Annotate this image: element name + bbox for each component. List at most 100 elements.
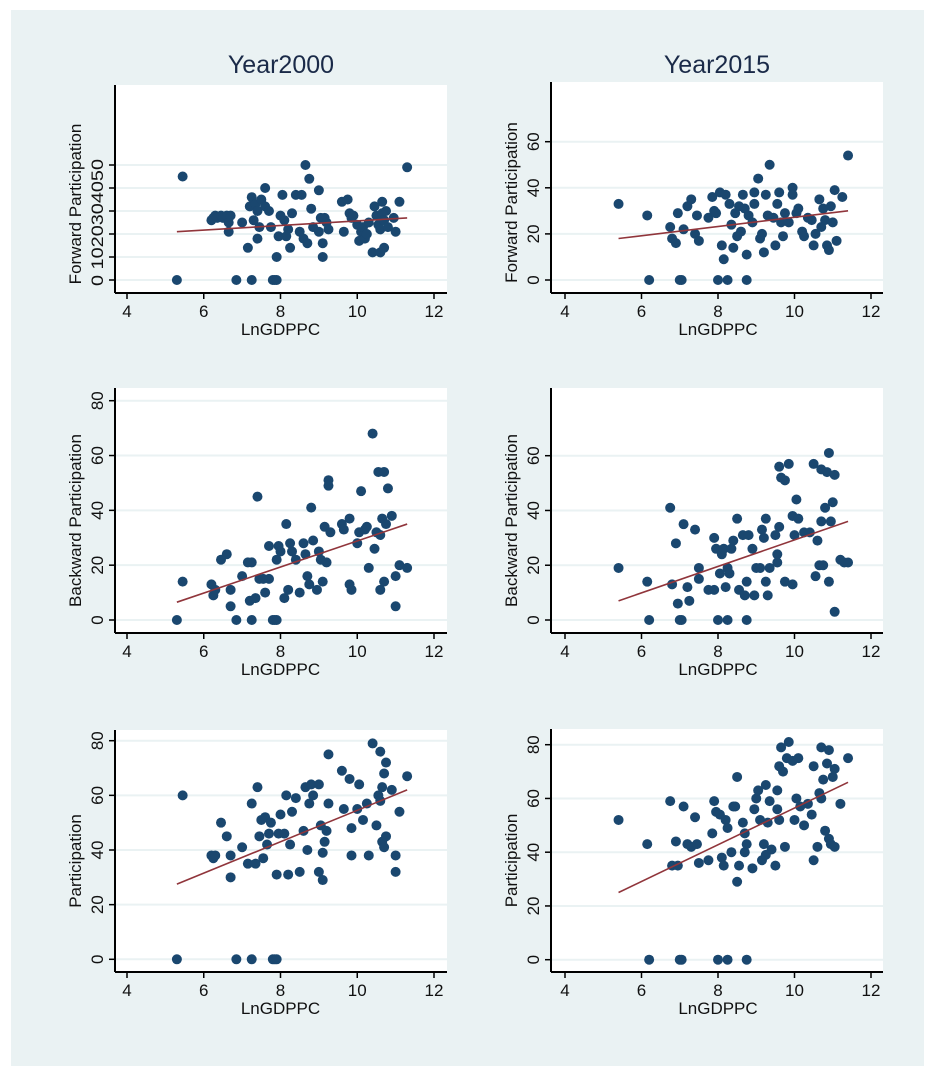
scatter-point	[221, 549, 232, 560]
scatter-point	[732, 513, 743, 524]
scatter-point	[756, 228, 767, 239]
scatter-point	[808, 240, 819, 251]
scatter-point	[367, 428, 378, 439]
scatter-point	[273, 231, 284, 242]
y-tick-label: 20	[524, 556, 543, 575]
scatter-point	[713, 954, 723, 965]
scatter-point	[835, 798, 846, 809]
scatter-point	[720, 814, 731, 825]
x-axis-label: LnGDPPC	[241, 320, 320, 339]
x-tick-label: 8	[276, 302, 285, 321]
scatter-point	[386, 784, 397, 795]
x-tick-label: 8	[713, 642, 722, 661]
scatter-point	[277, 189, 288, 200]
y-tick-label: 40	[88, 841, 107, 860]
scatter-point	[691, 210, 702, 221]
scatter-point	[275, 809, 286, 820]
y-tick-label: 40	[524, 178, 543, 197]
scatter-point	[390, 571, 401, 582]
scatter-point	[285, 242, 296, 253]
scatter-point	[260, 587, 271, 598]
y-tick-label: 80	[88, 391, 107, 410]
scatter-point	[321, 825, 332, 836]
scatter-point	[779, 208, 790, 219]
scatter-point	[728, 535, 739, 546]
scatter-points	[613, 737, 854, 965]
y-tick-label: 60	[524, 446, 543, 465]
y-tick-label: 20	[88, 895, 107, 914]
scatter-point	[263, 573, 274, 584]
scatter-point	[783, 217, 794, 228]
scatter-point	[709, 584, 720, 595]
scatter-point	[336, 765, 347, 776]
scatter-point	[171, 615, 182, 625]
scatter-point	[676, 275, 687, 285]
scatter-point	[379, 768, 390, 779]
scatter-point	[720, 189, 731, 200]
y-tick-label: 40	[88, 501, 107, 520]
scatter-point	[772, 557, 783, 568]
scatter-point	[246, 954, 257, 965]
scatter-point	[323, 798, 334, 809]
scatter-point	[375, 746, 386, 757]
scatter-point	[816, 742, 827, 753]
scatter-point	[672, 208, 683, 219]
scatter-point	[248, 215, 259, 226]
x-axis-label: LnGDPPC	[678, 660, 757, 679]
scatter-point	[787, 182, 798, 193]
fitted-line	[618, 210, 849, 240]
scatter-point	[254, 831, 265, 842]
scatter-point	[709, 532, 720, 543]
scatter-point	[281, 519, 292, 530]
scatter-point	[346, 823, 357, 834]
scatter-point	[216, 817, 227, 828]
scatter-point	[323, 749, 334, 760]
scatter-point	[774, 461, 785, 472]
x-tick-label: 6	[637, 981, 646, 1000]
scatter-point	[665, 502, 676, 513]
x-tick-label: 12	[862, 642, 881, 661]
y-tick-label: 0	[524, 615, 543, 624]
scatter-point	[789, 530, 800, 541]
scatter-point	[394, 560, 405, 571]
scatter-point	[751, 793, 762, 804]
y-axis-label: Forward Participation	[66, 124, 85, 285]
scatter-point	[716, 852, 727, 863]
scatter-point	[613, 562, 624, 573]
scatter-point	[321, 557, 332, 568]
scatter-point	[369, 201, 380, 212]
scatter-point	[787, 189, 798, 200]
scatter-point	[302, 238, 313, 249]
x-tick-label: 8	[276, 642, 285, 661]
scatter-point	[770, 530, 781, 541]
scatter-point	[758, 532, 769, 543]
scatter-point	[177, 790, 188, 801]
scatter-point	[772, 804, 783, 815]
scatter-point	[808, 458, 819, 469]
y-axis-label: Participation	[66, 814, 85, 908]
scatter-point	[346, 584, 357, 595]
scatter-point	[382, 483, 393, 494]
scatter-point	[381, 757, 392, 768]
scatter-point	[260, 183, 271, 193]
scatter-point	[741, 615, 752, 625]
x-tick-label: 12	[425, 642, 444, 661]
scatter-point	[734, 860, 745, 871]
scatter-point	[271, 554, 282, 565]
scatter-point	[281, 790, 292, 801]
scatter-point	[735, 226, 746, 237]
fitted-line	[176, 217, 408, 233]
scatter-point	[367, 738, 378, 749]
scatter-point	[703, 212, 714, 223]
scatter-point	[290, 793, 301, 804]
scatter-point	[682, 582, 693, 593]
x-axis-label: LnGDPPC	[241, 999, 320, 1018]
scatter-point	[369, 543, 380, 554]
scatter-point	[778, 231, 789, 242]
scatter-point	[271, 869, 282, 880]
plot-area	[551, 729, 883, 972]
scatter-point	[308, 535, 319, 546]
scatter-point	[758, 839, 769, 850]
scatter-point	[816, 516, 827, 527]
x-tick-label: 10	[348, 302, 367, 321]
